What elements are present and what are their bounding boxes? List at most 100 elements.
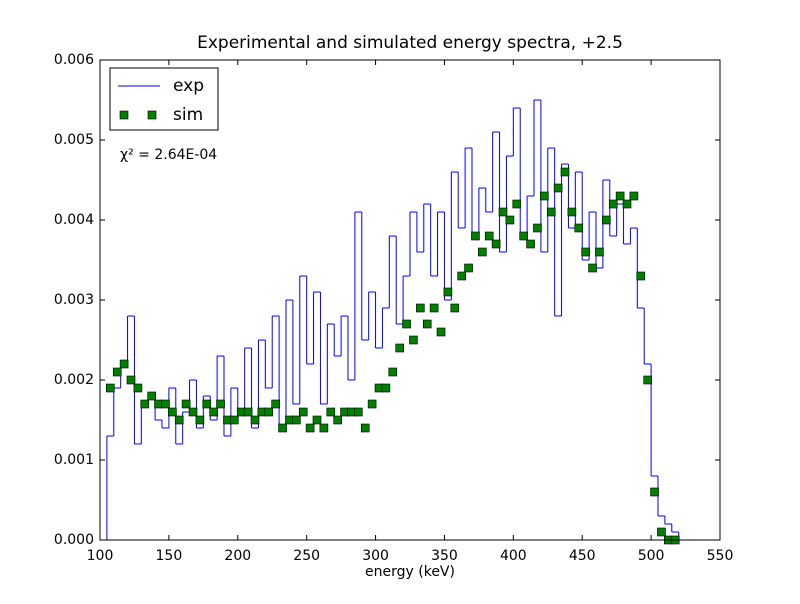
marker	[168, 407, 177, 417]
marker	[133, 383, 143, 393]
marker	[126, 375, 136, 385]
x-tick-label: 100	[87, 548, 114, 564]
marker	[298, 407, 308, 417]
marker	[519, 231, 528, 241]
marker	[112, 367, 122, 377]
legend-box	[109, 67, 219, 131]
marker	[643, 375, 652, 385]
marker	[312, 415, 322, 425]
marker	[512, 199, 522, 209]
marker	[526, 239, 535, 249]
marker	[271, 399, 280, 409]
marker	[553, 183, 563, 193]
marker	[457, 271, 466, 281]
marker	[147, 391, 156, 401]
marker	[209, 407, 218, 417]
marker	[388, 367, 398, 377]
x-tick-label: 150	[156, 548, 183, 564]
marker	[629, 191, 639, 201]
x-tick-label: 250	[293, 548, 320, 564]
marker	[464, 263, 473, 273]
x-tick-label: 400	[500, 548, 527, 564]
marker	[484, 231, 494, 241]
marker	[381, 383, 391, 393]
marker	[278, 423, 287, 433]
x-tick-label: 450	[569, 548, 596, 564]
marker	[354, 407, 363, 417]
marker	[119, 359, 129, 369]
marker	[360, 423, 370, 433]
x-tick-label: 300	[362, 548, 389, 564]
marker	[478, 247, 487, 257]
legend-label: exp	[173, 76, 204, 96]
marker	[188, 407, 198, 417]
marker	[636, 271, 646, 281]
y-tick-label: 0.005	[54, 132, 94, 148]
legend: exp sim	[109, 67, 219, 131]
marker	[615, 191, 625, 201]
marker	[367, 399, 377, 409]
marker	[657, 527, 666, 537]
x-axis-label: energy (keV)	[365, 564, 455, 580]
x-tick-label: 500	[638, 548, 665, 564]
legend-swatch	[119, 110, 129, 120]
marker	[161, 399, 170, 409]
y-tick-label: 0.001	[54, 452, 94, 468]
marker	[106, 383, 115, 393]
marker	[292, 415, 301, 425]
marker	[505, 215, 515, 225]
marker	[560, 167, 570, 177]
marker	[608, 199, 618, 209]
marker	[319, 423, 329, 433]
legend-swatch	[147, 110, 157, 120]
marker	[333, 415, 342, 425]
marker	[264, 407, 274, 417]
annotation: χ² = 2.64E-04	[120, 147, 217, 163]
marker	[202, 399, 212, 409]
marker	[622, 199, 632, 209]
marker	[581, 247, 590, 257]
marker	[491, 239, 501, 249]
marker	[574, 223, 584, 233]
x-tick-label: 200	[224, 548, 251, 564]
marker	[230, 415, 239, 425]
marker	[471, 231, 480, 241]
marker	[305, 423, 315, 433]
marker	[395, 343, 404, 353]
x-tick-label: 550	[707, 548, 734, 564]
marker	[540, 191, 549, 201]
marker	[567, 207, 577, 217]
chart-title: Experimental and simulated energy spectr…	[197, 33, 623, 53]
marker	[602, 215, 611, 225]
marker	[595, 247, 604, 257]
marker	[326, 407, 336, 417]
y-tick-label: 0.006	[54, 52, 94, 68]
marker	[443, 287, 453, 297]
marker	[195, 415, 205, 425]
marker	[436, 327, 446, 337]
marker	[533, 223, 542, 233]
marker	[174, 415, 184, 425]
marker	[450, 303, 460, 313]
marker	[216, 399, 225, 409]
marker	[650, 487, 659, 497]
marker	[546, 207, 556, 217]
marker	[409, 335, 418, 345]
marker	[422, 319, 432, 329]
marker	[181, 399, 191, 409]
y-tick-label: 0.000	[54, 532, 94, 548]
y-tick-label: 0.004	[54, 212, 94, 228]
marker	[250, 415, 260, 425]
legend-label: sim	[173, 105, 203, 125]
y-tick-label: 0.003	[54, 292, 94, 308]
marker	[140, 399, 150, 409]
marker	[243, 407, 253, 417]
marker	[416, 303, 425, 313]
marker	[498, 207, 508, 217]
x-tick-label: 350	[431, 548, 458, 564]
y-tick-label: 0.002	[54, 372, 94, 388]
marker	[429, 303, 439, 313]
marker	[402, 319, 411, 329]
marker	[588, 263, 597, 273]
